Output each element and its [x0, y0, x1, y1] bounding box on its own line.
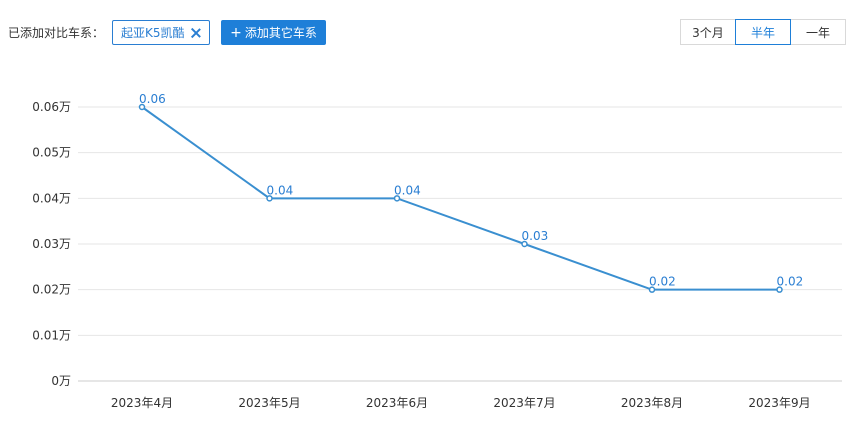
plus-icon: + — [230, 24, 242, 41]
range-option-one-year[interactable]: 一年 — [791, 20, 845, 44]
data-point — [138, 103, 146, 111]
close-icon[interactable] — [191, 28, 201, 38]
data-label: 0.02 — [649, 275, 676, 289]
y-tick-label: 0.01万 — [32, 328, 71, 342]
range-option-3-months[interactable]: 3个月 — [681, 20, 735, 44]
y-tick-label: 0.03万 — [32, 237, 71, 251]
data-point — [521, 240, 528, 248]
data-point — [648, 286, 656, 293]
y-tick-label: 0.02万 — [32, 283, 71, 297]
time-range-selector: 3个月 半年 一年 — [680, 19, 846, 45]
x-tick-label: 2023年7月 — [493, 396, 555, 410]
car-series-tag-label: 起亚K5凯酷 — [121, 26, 185, 40]
x-tick-label: 2023年6月 — [366, 396, 428, 410]
data-point — [393, 195, 401, 202]
y-tick-label: 0.06万 — [32, 100, 71, 114]
data-point — [776, 286, 783, 293]
add-series-button[interactable]: + 添加其它车系 — [221, 20, 326, 45]
series-line — [141, 106, 780, 291]
data-label: 0.02 — [777, 275, 804, 289]
x-tick-label: 2023年8月 — [621, 396, 683, 410]
add-series-button-label: 添加其它车系 — [244, 26, 317, 40]
added-series-label: 已添加对比车系： — [8, 26, 105, 40]
x-tick-label: 2023年4月 — [111, 396, 173, 410]
data-label: 0.03 — [522, 229, 549, 243]
line-chart: 0万 0.01万 0.02万 0.03万 0.04万 0.05万 0.06万 2023年4月 2… — [32, 92, 842, 410]
y-tick-label: 0.05万 — [32, 146, 71, 160]
data-label: 0.04 — [394, 183, 421, 197]
data-point — [266, 195, 273, 202]
x-tick-label: 2023年9月 — [748, 396, 810, 410]
y-tick-label: 0万 — [51, 374, 71, 388]
data-label: 0.06 — [139, 92, 166, 106]
range-option-half-year[interactable]: 半年 — [735, 19, 791, 45]
car-series-tag[interactable]: 起亚K5凯酷 — [112, 20, 210, 45]
data-label: 0.04 — [267, 183, 294, 197]
y-tick-label: 0.04万 — [32, 191, 71, 205]
x-tick-label: 2023年5月 — [238, 396, 300, 410]
toolbar: 已添加对比车系： 起亚K5凯酷 + 添加其它车系 3个月 半年 一年 — [0, 0, 852, 60]
